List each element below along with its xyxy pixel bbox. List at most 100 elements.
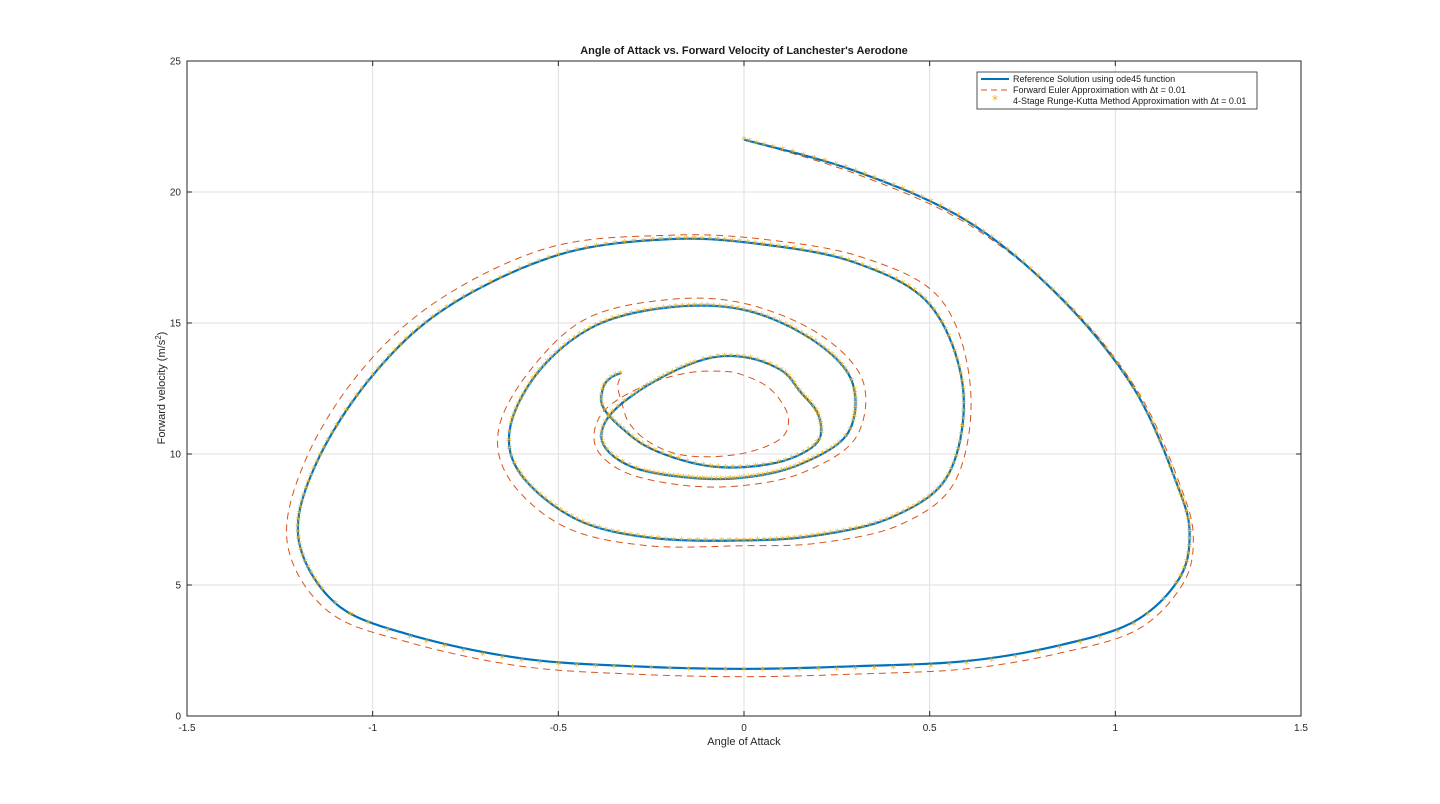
rk4-marker: *	[961, 406, 967, 419]
rk4-marker: *	[735, 303, 741, 316]
rk4-marker: *	[878, 516, 884, 529]
rk4-marker: *	[919, 192, 925, 205]
rk4-marker: *	[562, 340, 568, 353]
rk4-marker: *	[836, 437, 842, 450]
rk4-marker: *	[615, 527, 621, 540]
rk4-marker: *	[705, 300, 711, 313]
rk4-marker: *	[759, 310, 765, 323]
rk4-marker: *	[817, 434, 823, 447]
rk4-marker: *	[541, 360, 547, 373]
legend-label-rk4: 4-Stage Runge-Kutta Method Approximation…	[1013, 96, 1246, 106]
rk4-marker: *	[1186, 519, 1192, 532]
rk4-marker: *	[298, 544, 304, 557]
rk4-marker: *	[958, 368, 964, 381]
rk4-marker: *	[947, 660, 953, 673]
rk4-marker: *	[900, 184, 906, 197]
rk4-marker: *	[509, 451, 515, 464]
rk4-marker: *	[815, 247, 821, 260]
rk4-marker: *	[510, 413, 516, 426]
rk4-marker: *	[299, 496, 305, 509]
rk4-marker: *	[789, 453, 795, 466]
rk4-marker: *	[768, 458, 774, 471]
rk4-marker: *	[981, 226, 987, 239]
rk4-marker: *	[1097, 632, 1103, 645]
rk4-marker: *	[626, 460, 632, 473]
rk4-marker: *	[776, 457, 782, 470]
rk4-marker: *	[695, 535, 701, 548]
rk4-marker: *	[893, 274, 899, 287]
rk4-marker: *	[711, 300, 717, 313]
rk4-marker: *	[325, 435, 331, 448]
rk4-marker: *	[741, 352, 747, 365]
rk4-marker: *	[791, 533, 797, 546]
rk4-marker: *	[684, 456, 690, 469]
rk4-marker: *	[423, 317, 429, 330]
rk4-marker: *	[951, 458, 957, 471]
rk4-marker: *	[1184, 506, 1190, 519]
rk4-marker: *	[852, 407, 858, 420]
rk4-marker: *	[716, 462, 722, 475]
rk4-marker: *	[817, 414, 823, 427]
rk4-marker: *	[602, 405, 608, 418]
rk4-marker: *	[729, 302, 735, 315]
rk4-marker: *	[622, 396, 628, 409]
series-layer: * * * * * * * * * * * * * * * * * * * * * * * * * * * * * * * * * * * * * * * *…	[285, 134, 1194, 678]
rk4-marker: *	[956, 361, 962, 374]
rk4-marker: *	[1013, 651, 1019, 664]
rk4-marker: *	[989, 655, 995, 668]
legend-label-euler: Forward Euler Approximation with ∆t = 0.…	[1013, 85, 1186, 95]
rk4-marker: *	[797, 386, 803, 399]
rk4-marker: *	[723, 473, 729, 486]
rk4-marker: *	[943, 324, 949, 337]
rk4-marker: *	[633, 388, 639, 401]
rk4-marker: *	[1181, 498, 1187, 511]
rk4-marker: *	[587, 323, 593, 336]
rk4-marker: *	[835, 527, 841, 540]
rk4-marker: *	[741, 134, 747, 147]
rk4-marker: *	[823, 249, 829, 262]
rk4-marker: *	[776, 241, 782, 254]
rk4-marker: *	[297, 538, 303, 551]
rk4-marker: *	[606, 412, 612, 425]
rk4-marker: *	[939, 317, 945, 330]
rk4-marker: *	[711, 535, 717, 548]
rk4-marker: *	[603, 524, 609, 537]
y-tick-label: 5	[175, 581, 181, 592]
rk4-marker: *	[1097, 336, 1103, 349]
rk4-marker: *	[676, 471, 682, 484]
rk4-marker: *	[679, 535, 685, 548]
rk4-marker: *	[755, 535, 761, 548]
rk4-marker: *	[890, 180, 896, 193]
rk4-marker: *	[946, 331, 952, 344]
rk4-marker: *	[308, 568, 314, 581]
rk4-marker: *	[635, 531, 641, 544]
rk4-marker: *	[1084, 320, 1090, 333]
rk4-marker: *	[1178, 488, 1184, 501]
rk4-marker: *	[666, 470, 672, 483]
rk4-marker: *	[699, 233, 705, 246]
rk4-marker: *	[730, 462, 736, 475]
rk4-marker: *	[789, 375, 795, 388]
rk4-marker: *	[807, 397, 813, 410]
rk4-marker: *	[765, 312, 771, 325]
rk4-marker: *	[688, 358, 694, 371]
rk4-marker: *	[639, 438, 645, 451]
rk4-marker: *	[621, 424, 627, 437]
rk4-marker: *	[574, 660, 580, 673]
rk4-marker: *	[375, 364, 381, 377]
rk4-marker: *	[722, 351, 728, 364]
rk4-marker: *	[972, 221, 978, 234]
rk4-marker: *	[681, 472, 687, 485]
rk4-marker: *	[599, 390, 605, 403]
rk4-marker: *	[698, 300, 704, 313]
rk4-marker: *	[952, 346, 958, 359]
rk4-marker: *	[938, 201, 944, 214]
rk4-marker: *	[751, 471, 757, 484]
x-axis-label: Angle of Attack	[707, 736, 781, 748]
rk4-marker: *	[768, 359, 774, 372]
y-tick-label: 0	[175, 712, 181, 723]
rk4-marker: *	[690, 473, 696, 486]
rk4-marker: *	[850, 416, 856, 429]
rk4-marker: *	[603, 239, 609, 252]
rk4-marker: *	[620, 457, 626, 470]
